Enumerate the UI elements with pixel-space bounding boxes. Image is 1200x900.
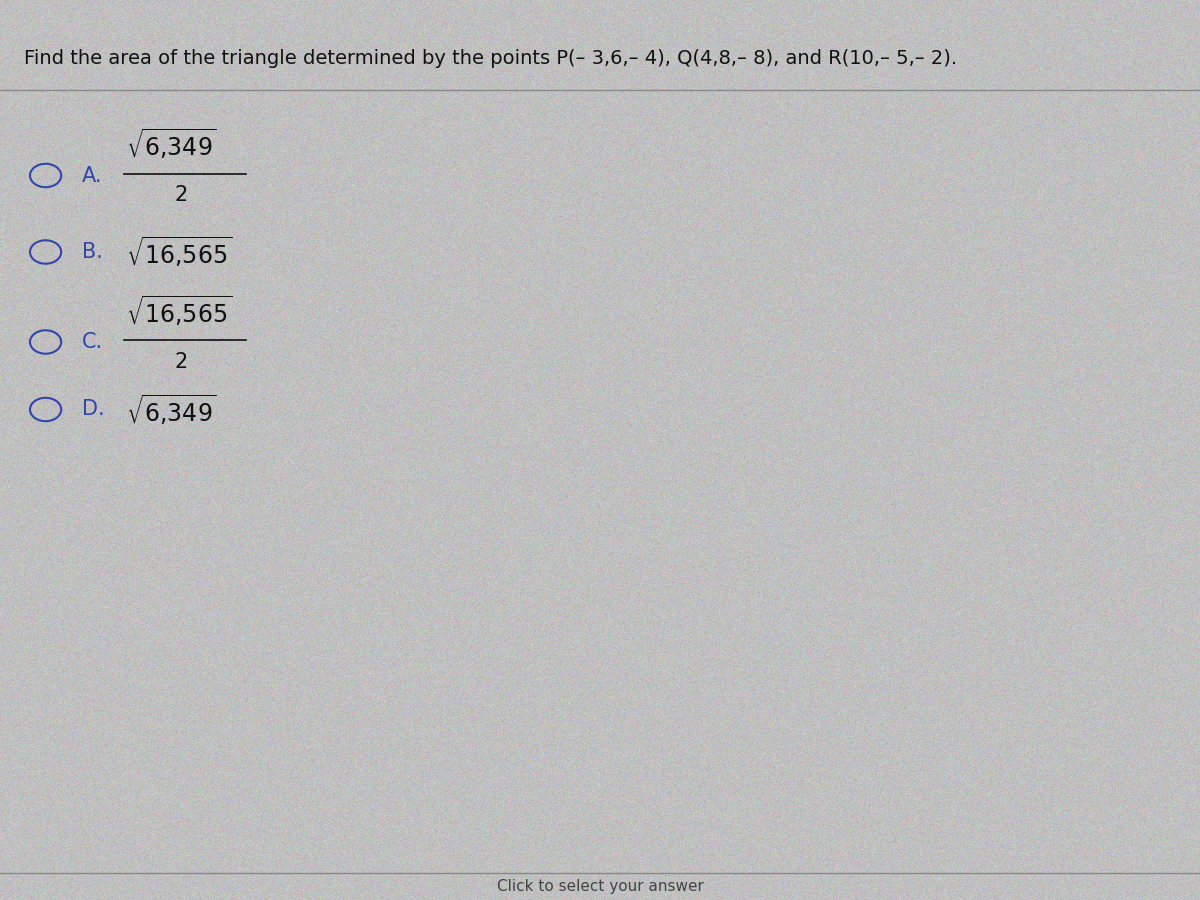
Text: $\sqrt{6{,}349}$: $\sqrt{6{,}349}$ [126,127,217,161]
Text: $\sqrt{6{,}349}$: $\sqrt{6{,}349}$ [126,392,217,427]
Text: Find the area of the triangle determined by the points P(– 3,6,– 4), Q(4,8,– 8),: Find the area of the triangle determined… [24,49,958,68]
Text: C.: C. [82,332,103,352]
Text: $\sqrt{16{,}565}$: $\sqrt{16{,}565}$ [126,293,232,328]
Text: B.: B. [82,242,102,262]
Text: $\sqrt{16{,}565}$: $\sqrt{16{,}565}$ [126,235,232,269]
Text: 2: 2 [174,185,187,205]
Text: Click to select your answer: Click to select your answer [497,879,703,894]
Text: 2: 2 [174,352,187,372]
Text: D.: D. [82,400,104,419]
Text: A.: A. [82,166,102,185]
